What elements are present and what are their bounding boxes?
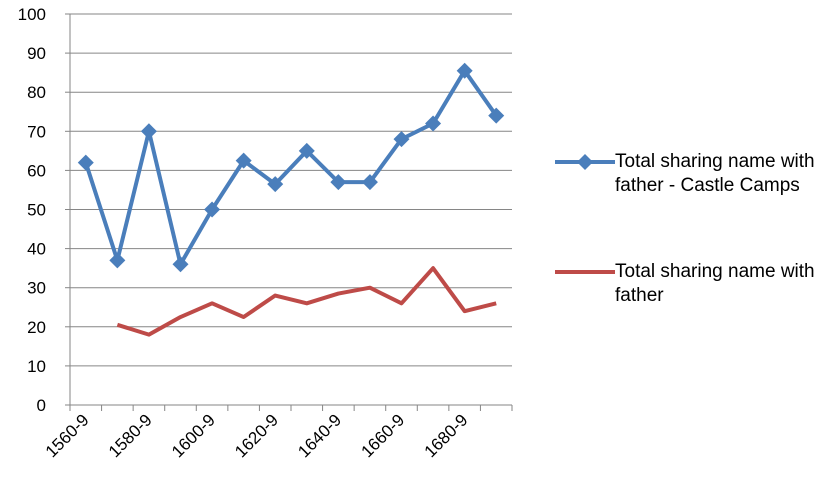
data-point <box>425 115 442 132</box>
y-tick-label: 70 <box>27 122 46 141</box>
data-point <box>204 201 221 218</box>
y-tick-label: 30 <box>27 279 46 298</box>
data-point <box>172 256 189 273</box>
legend-item: Total sharing name with father <box>555 260 815 308</box>
x-tick-label: 1640-9 <box>294 410 345 461</box>
y-tick-label: 40 <box>27 240 46 259</box>
y-tick-label: 80 <box>27 83 46 102</box>
y-tick-label: 10 <box>27 357 46 376</box>
data-point <box>456 62 473 79</box>
x-tick-label: 1680-9 <box>421 410 472 461</box>
y-tick-label: 90 <box>27 44 46 63</box>
y-tick-label: 20 <box>27 318 46 337</box>
x-tick-label: 1600-9 <box>168 410 219 461</box>
x-tick-label: 1580-9 <box>105 410 156 461</box>
data-point <box>488 107 505 124</box>
legend-swatch <box>555 270 615 274</box>
series-line <box>116 266 497 337</box>
data-point <box>330 174 347 191</box>
data-point <box>77 154 94 171</box>
x-tick-label: 1620-9 <box>231 410 282 461</box>
legend-label: Total sharing name with father <box>615 261 815 306</box>
data-point <box>361 174 378 191</box>
legend-swatch <box>555 154 615 170</box>
legend-item: Total sharing name with father - Castle … <box>555 150 815 198</box>
y-tick-label: 0 <box>37 396 46 415</box>
data-point <box>267 176 284 193</box>
y-tick-label: 100 <box>18 5 46 24</box>
data-point <box>235 152 252 169</box>
data-point <box>140 123 157 140</box>
y-tick-label: 60 <box>27 161 46 180</box>
x-tick-label: 1560-9 <box>42 410 93 461</box>
y-tick-label: 50 <box>27 201 46 220</box>
legend-marker <box>577 154 593 170</box>
data-point <box>298 142 315 159</box>
data-point <box>393 131 410 148</box>
x-tick-label: 1660-9 <box>357 410 408 461</box>
data-point <box>109 252 126 269</box>
legend-label: Total sharing name with father - Castle … <box>615 151 815 196</box>
series-line <box>83 68 498 267</box>
